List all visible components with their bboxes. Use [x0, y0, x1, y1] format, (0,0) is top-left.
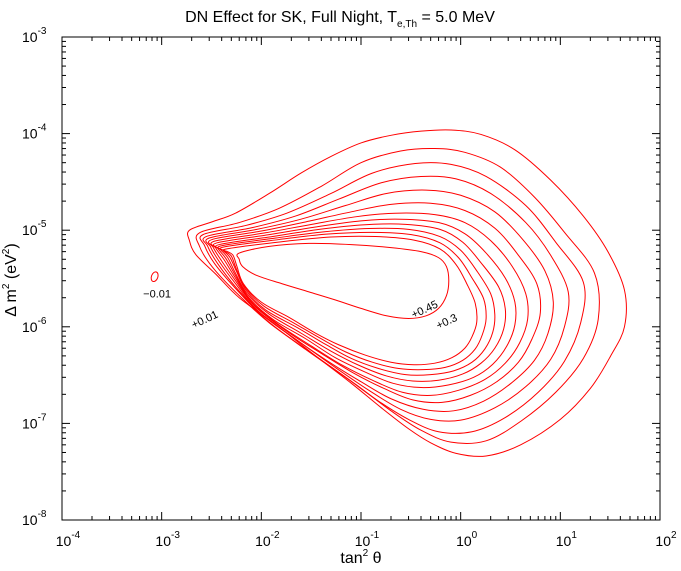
x-tick-label: 101 [556, 530, 578, 549]
contour-label: +0.3 [435, 312, 460, 332]
x-axis: 10-4 10-3 10-2 10-1 100 101 102 [56, 37, 677, 549]
contour-line-12 [222, 235, 478, 366]
contour-line-13 [236, 242, 450, 319]
contour-line-10 [217, 227, 496, 376]
y-tick-label: 10-6 [22, 316, 47, 335]
contour-label: −0.01 [143, 289, 171, 301]
y-tick-label: 10-4 [22, 123, 47, 142]
contour-line-9 [215, 223, 507, 382]
x-axis-label: tan2 θ [340, 548, 381, 567]
x-tick-label: 102 [655, 530, 677, 549]
contour-line-6 [207, 202, 542, 404]
contour-line-2 [195, 148, 600, 444]
contour-line-7 [210, 212, 529, 396]
y-tick-label: 10-8 [22, 509, 47, 528]
contour-lines [150, 129, 627, 457]
y-tick-label: 10-3 [22, 26, 47, 45]
contour-line-1 [187, 129, 627, 457]
contour-line-8 [212, 218, 517, 389]
contour-line-5 [205, 189, 554, 412]
contour-label: +0.01 [190, 309, 220, 332]
negative-contour [150, 271, 159, 283]
x-tick-label: 10-2 [255, 530, 280, 549]
contour-label: +0.45 [410, 299, 440, 322]
plot-frame [61, 36, 661, 521]
x-tick-label: 100 [456, 530, 478, 549]
x-tick-label: 10-3 [155, 530, 180, 549]
contour-line-3 [199, 162, 586, 434]
x-tick-label: 10-4 [56, 530, 81, 549]
chart-title: DN Effect for SK, Full Night, Te,Th = 5.… [185, 9, 495, 30]
contour-line-11 [219, 231, 487, 371]
y-axis: 10-8 10-7 10-6 10-5 10-4 10-3 [22, 26, 660, 528]
y-tick-label: 10-5 [22, 219, 47, 238]
x-tick-label: 10-1 [355, 530, 380, 549]
y-tick-label: 10-7 [22, 412, 47, 431]
contour-labels: −0.01 +0.01 +0.45+0.3 [143, 289, 459, 332]
y-axis-label: Δ m2 (eV2) [1, 243, 20, 316]
